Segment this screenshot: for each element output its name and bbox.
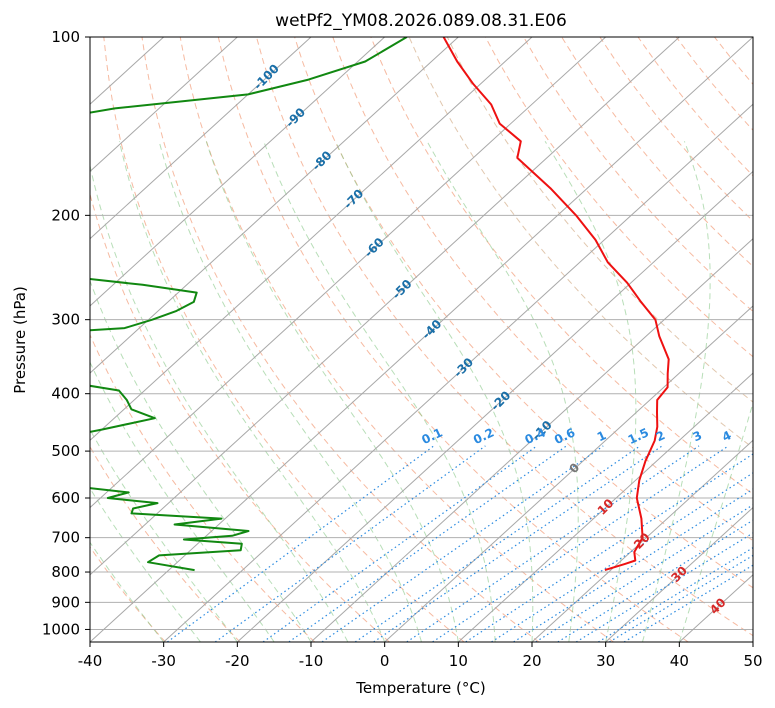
- x-axis-label: Temperature (°C): [355, 679, 485, 697]
- x-tick-label: -10: [299, 652, 324, 670]
- x-axis: -40 -30 -20 -10 0 10 20 30 40 50: [78, 642, 763, 670]
- mixing-ratio-lines: [166, 445, 753, 642]
- isotherm-line: [457, 372, 753, 642]
- x-tick-label: 50: [743, 652, 762, 670]
- mixing-ratio-line: [321, 445, 604, 642]
- dry-adiabat: [141, 37, 540, 642]
- isotherm-line: [90, 37, 533, 442]
- y-tick-label: 800: [51, 563, 80, 581]
- dry-adiabat: [294, 37, 753, 589]
- dry-adiabat: [332, 37, 753, 542]
- dry-adiabat: [523, 37, 753, 313]
- plot-frame: [89, 36, 754, 643]
- mixing-ratio-line: [406, 445, 700, 642]
- y-axis: 100 200 300 400 500 600 700 800 900 1000: [42, 28, 90, 638]
- mixing-ratio-line: [623, 564, 753, 642]
- x-tick-label: 10: [449, 652, 468, 670]
- dry-adiabat: [446, 37, 753, 403]
- plot-area: -100-90-80-70-60-50-40-30-20-10010203040…: [90, 37, 753, 642]
- x-tick-label: -20: [225, 652, 250, 670]
- isotherm-line: [605, 506, 753, 642]
- y-tick-label: 500: [51, 442, 80, 460]
- y-tick-label: 100: [51, 28, 80, 46]
- isotherm-line: [90, 37, 607, 509]
- dry-adiabat: [103, 37, 465, 642]
- y-tick-label: 700: [51, 529, 80, 547]
- isotherm-line: [90, 37, 680, 576]
- x-tick-label: -30: [151, 652, 176, 670]
- dry-adiabat: [217, 37, 689, 642]
- dry-adiabat: [484, 37, 753, 358]
- y-tick-label: 300: [51, 311, 80, 329]
- dry-adiabat: [256, 37, 753, 637]
- x-tick-label: 40: [670, 652, 689, 670]
- isotherm-line: [90, 37, 312, 240]
- isotherm-line: [90, 37, 386, 307]
- mixing-ratio-line: [432, 445, 729, 642]
- x-tick-label: -40: [78, 652, 103, 670]
- isotherms: [90, 37, 753, 642]
- chart-title: wetPf2_YM08.2026.089.08.31.E06: [275, 11, 567, 31]
- dry-adiabat: [90, 546, 166, 642]
- sounding-line: [90, 37, 408, 572]
- mixing-ratio-line: [491, 472, 753, 642]
- x-tick-label: 0: [380, 652, 390, 670]
- dry-adiabats: [90, 37, 753, 642]
- dry-adiabat: [370, 37, 753, 495]
- y-tick-label: 600: [51, 489, 80, 507]
- pressure-gridlines: [90, 37, 753, 630]
- dry-adiabat: [90, 192, 390, 642]
- y-tick-label: 900: [51, 593, 80, 611]
- mixing-ratio-line: [465, 453, 753, 642]
- isotherm-line: [163, 103, 753, 642]
- mixing-ratio-line: [214, 445, 486, 642]
- mixing-ratio-line: [609, 554, 753, 642]
- isotherm-line: [90, 37, 238, 173]
- y-tick-label: 400: [51, 385, 80, 403]
- sounding-line: [442, 37, 670, 572]
- isotherm-line: [531, 439, 753, 642]
- sounding-series: [90, 37, 670, 572]
- x-tick-label: 20: [522, 652, 541, 670]
- y-tick-label: 200: [51, 206, 80, 224]
- isotherm-line: [90, 37, 459, 374]
- isotherm-line: [236, 170, 753, 642]
- mixing-ratio-line: [354, 445, 641, 642]
- y-tick-label: 1000: [42, 620, 80, 638]
- mixing-ratio-line: [557, 519, 753, 642]
- x-tick-label: 30: [596, 652, 615, 670]
- mixing-ratio-line: [166, 445, 435, 642]
- dry-adiabat: [408, 37, 753, 449]
- isotherm-line: [384, 305, 753, 642]
- y-axis-label: Pressure (hPa): [11, 286, 29, 394]
- isotherm-line: [310, 237, 753, 642]
- dry-adiabat: [179, 37, 614, 642]
